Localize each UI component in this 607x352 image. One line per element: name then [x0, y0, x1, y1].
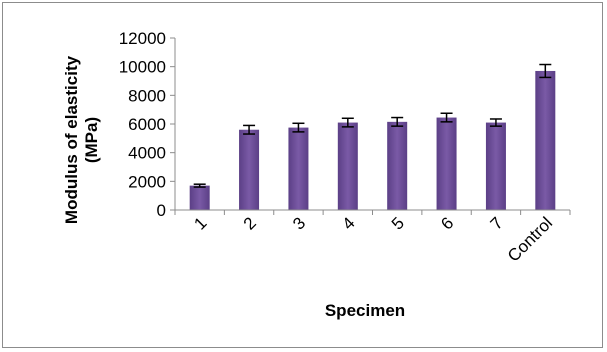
bar-control [535, 70, 556, 210]
bar-3 [288, 127, 309, 210]
error-bar-6 [440, 112, 453, 123]
bars-group [189, 63, 556, 210]
bar-2 [239, 129, 260, 210]
x-tick-label: 5 [388, 213, 408, 233]
bar-7 [485, 122, 506, 210]
y-tick-label: 6000 [128, 115, 166, 134]
error-bar-5 [391, 116, 404, 127]
x-axis-title: Specimen [325, 301, 405, 320]
y-tick-label: 2000 [128, 172, 166, 191]
y-tick-label: 12000 [119, 29, 166, 48]
error-bar-2 [243, 124, 256, 135]
bar-5 [387, 121, 408, 210]
x-tick-label: 2 [240, 213, 260, 233]
y-tick-label: 10000 [119, 58, 166, 77]
error-bar-1 [193, 183, 206, 188]
x-tick-label: 1 [190, 213, 210, 233]
x-tick-label: Control [504, 213, 556, 265]
x-tick-label: 4 [339, 213, 359, 233]
y-tick-label: 0 [157, 201, 166, 220]
x-tick-label: 7 [487, 213, 507, 233]
bar-6 [436, 117, 457, 210]
y-tick-label: 4000 [128, 144, 166, 163]
error-bar-control [539, 63, 552, 79]
error-bar-7 [489, 118, 502, 127]
y-axis-title-line2: (MPa) [82, 117, 101, 163]
x-tick-label: 3 [289, 213, 309, 233]
x-tick-label: 6 [437, 213, 457, 233]
y-axis-title-line1: Modulus of elasticity [62, 55, 81, 224]
y-tick-label: 8000 [128, 86, 166, 105]
error-bar-3 [292, 122, 305, 133]
y-axis-ticks: 0 2000 4000 6000 8000 10000 12000 [119, 29, 175, 220]
bar-1 [189, 185, 210, 210]
bar-4 [337, 122, 358, 210]
error-bar-4 [341, 117, 354, 128]
